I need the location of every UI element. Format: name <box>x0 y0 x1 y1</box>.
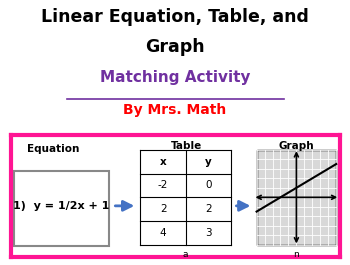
Text: By Mrs. Math: By Mrs. Math <box>123 103 227 117</box>
Text: a: a <box>183 250 188 259</box>
Text: Table: Table <box>171 141 202 151</box>
Text: Graph: Graph <box>145 38 205 56</box>
Text: Equation: Equation <box>27 144 79 154</box>
Text: -2: -2 <box>158 180 168 191</box>
Text: n: n <box>294 250 299 259</box>
Text: Graph: Graph <box>278 141 314 151</box>
Text: 3: 3 <box>205 228 212 238</box>
FancyBboxPatch shape <box>257 150 336 245</box>
Text: Linear Equation, Table, and: Linear Equation, Table, and <box>41 8 309 26</box>
Text: 4: 4 <box>160 228 166 238</box>
Text: Matching Activity: Matching Activity <box>100 70 250 85</box>
Text: 0: 0 <box>205 180 211 191</box>
Text: 1)  y = 1/2x + 1: 1) y = 1/2x + 1 <box>13 201 110 211</box>
Text: y: y <box>205 157 212 167</box>
Text: 2: 2 <box>205 204 212 214</box>
Text: 2: 2 <box>160 204 166 214</box>
Text: x: x <box>160 157 167 167</box>
FancyBboxPatch shape <box>14 170 109 246</box>
